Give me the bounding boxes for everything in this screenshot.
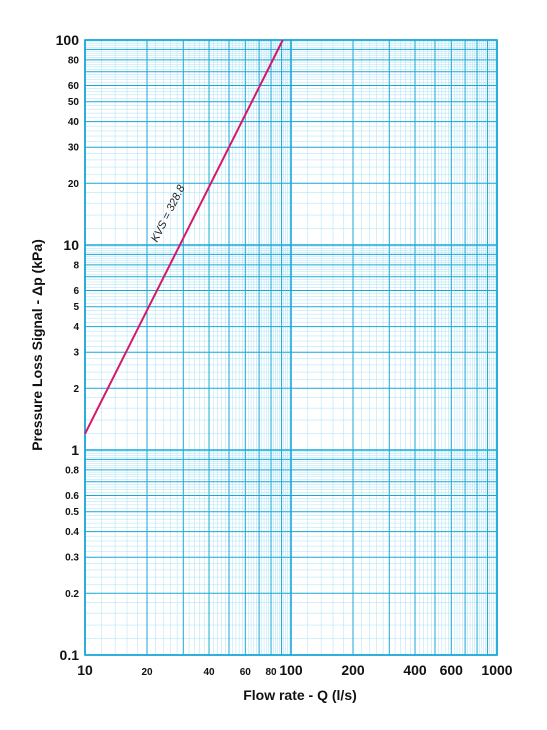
y-tick-label: 3: [73, 348, 79, 359]
y-tick-label: 0.2: [65, 589, 79, 600]
x-tick-label: 1000: [481, 662, 512, 678]
y-tick-labels: 100 80 60 50 40 30 20 10 8 6 5 4 3 2 1 0.8 0.6 0.5 0.4 0.3 0…: [56, 32, 80, 663]
y-tick-label: 0.5: [65, 507, 79, 518]
x-tick-labels: 10 20 40 60 80 100 200 400 600 1000: [77, 662, 513, 678]
x-tick-label: 20: [141, 667, 153, 678]
y-axis-title: Pressure Loss Signal - Δp (kPa): [29, 239, 45, 451]
plot-border: [84, 39, 498, 656]
y-tick-label: 2: [73, 384, 79, 395]
x-tick-label: 60: [240, 667, 252, 678]
y-tick-label: 50: [68, 97, 80, 108]
y-tick-label: 0.6: [65, 491, 79, 502]
y-tick-label: 0.8: [65, 465, 79, 476]
y-tick-label: 10: [63, 237, 79, 253]
series-layer: [84, 39, 284, 435]
y-tick-label: 0.1: [60, 647, 80, 663]
y-tick-label: 20: [68, 179, 80, 190]
x-tick-label: 10: [77, 662, 93, 678]
x-axis-title: Flow rate - Q (l/s): [243, 687, 357, 703]
y-tick-label: 1: [71, 442, 79, 458]
y-tick-label: 0.3: [65, 553, 79, 564]
x-tick-label: 200: [341, 662, 365, 678]
x-tick-label: 80: [265, 667, 277, 678]
series-line: [84, 39, 284, 435]
x-tick-label: 600: [440, 662, 464, 678]
major-grid: [84, 39, 498, 656]
y-tick-label: 8: [73, 260, 79, 271]
y-tick-label: 60: [68, 81, 80, 92]
y-tick-label: 40: [68, 117, 80, 128]
y-tick-label: 80: [68, 55, 80, 66]
x-tick-label: 40: [203, 667, 215, 678]
y-tick-label: 30: [68, 143, 80, 154]
y-tick-label: 100: [56, 32, 80, 48]
y-tick-label: 4: [73, 322, 79, 333]
x-tick-label: 400: [403, 662, 427, 678]
y-tick-label: 5: [73, 302, 79, 313]
y-tick-label: 6: [73, 286, 79, 297]
x-tick-label: 100: [279, 662, 303, 678]
y-tick-label: 0.4: [65, 527, 79, 538]
